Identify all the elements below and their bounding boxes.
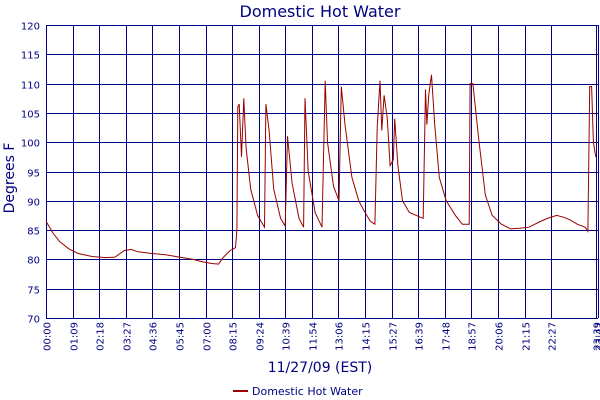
y-tick-label: 120 <box>21 22 40 33</box>
x-tick-label: 11:54 <box>309 322 320 351</box>
x-tick-label: 13:06 <box>335 322 346 351</box>
y-tick-label: 100 <box>21 139 40 150</box>
x-tick-label: 04:36 <box>149 322 160 351</box>
y-tick-label: 80 <box>27 256 40 267</box>
y-tick-label: 115 <box>21 51 40 62</box>
x-tick-label: 09:24 <box>256 322 267 351</box>
x-tick-label: 10:39 <box>282 322 293 351</box>
x-tick-label: 15:27 <box>389 322 400 351</box>
legend: Domestic Hot Water <box>233 385 363 398</box>
x-tick-label: 07:00 <box>203 322 214 351</box>
legend-label: Domestic Hot Water <box>252 385 363 398</box>
x-tick-label: 21:15 <box>522 322 533 351</box>
y-tick-label: 110 <box>21 81 40 92</box>
grid-layer <box>46 25 599 319</box>
y-tick-label: 90 <box>27 198 40 209</box>
y-tick-label: 85 <box>27 227 40 238</box>
x-tick-label: 20:06 <box>495 322 506 351</box>
x-axis-ticks: 00:00 01:09 02:18 03:27 04:36 05:45 07:00 08:15… <box>43 322 600 351</box>
x-tick-label: 17:48 <box>442 322 453 351</box>
x-tick-label: 23:39 <box>593 322 600 351</box>
x-tick-label: 23:47 <box>595 322 600 351</box>
y-tick-label: 105 <box>21 110 40 121</box>
series-line-domestic-hot-water <box>45 74 597 265</box>
y-axis-ticks: 120 115 110 105 100 95 90 85 80 75 70 <box>21 22 40 326</box>
chart-title: Domestic Hot Water <box>240 2 401 21</box>
y-axis-label: Degrees F <box>2 143 18 214</box>
x-tick-label: 22:27 <box>548 322 559 351</box>
x-tick-label: 03:27 <box>123 322 134 351</box>
x-tick-label: 08:15 <box>229 322 240 351</box>
x-tick-label: 16:39 <box>415 322 426 351</box>
y-tick-label: 95 <box>27 169 40 180</box>
x-axis-label: 11/27/09 (EST) <box>268 360 373 376</box>
x-tick-label: 14:15 <box>362 322 373 351</box>
y-tick-label: 70 <box>27 315 40 326</box>
x-tick-label: 18:57 <box>468 322 479 351</box>
x-tick-label: 02:18 <box>96 322 107 351</box>
x-tick-label: 01:09 <box>70 322 81 351</box>
x-tick-label: 05:45 <box>176 322 187 351</box>
x-tick-label: 00:00 <box>43 322 54 351</box>
y-tick-label: 75 <box>27 286 40 297</box>
